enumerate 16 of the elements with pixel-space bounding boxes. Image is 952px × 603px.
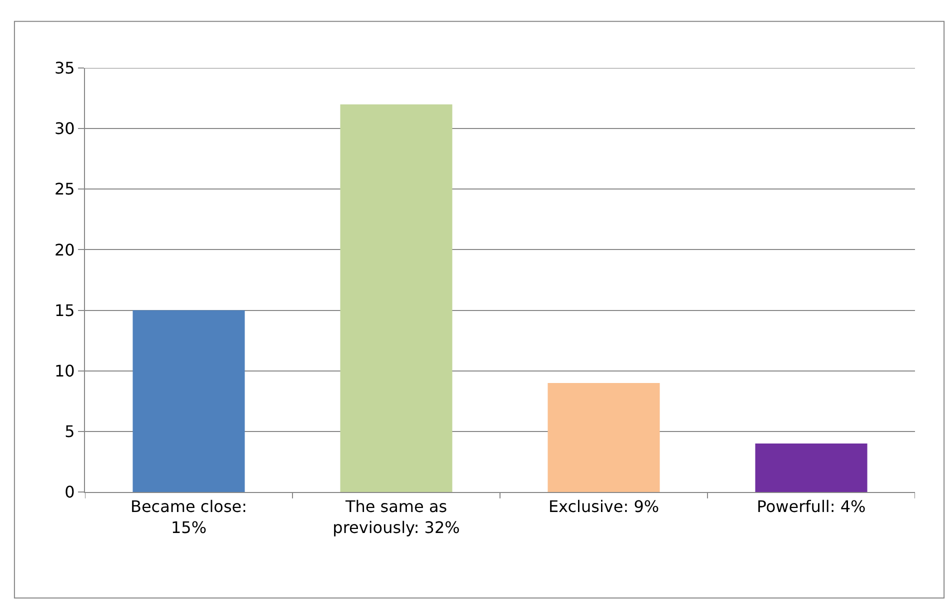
y-tick-label: 5 [64,422,75,442]
x-tick-label: Exclusive: 9% [548,497,660,516]
bar [132,310,245,492]
y-tick-label: 15 [54,300,75,320]
y-tick-label: 35 [54,58,75,78]
bar [340,104,452,492]
y-tick-label: 10 [54,361,75,380]
bar [548,382,660,492]
y-tick-label: 30 [54,119,75,138]
y-tick-label: 20 [54,240,75,260]
bar [755,444,868,492]
x-tick-label: Powerfull: 4% [756,497,866,516]
x-tick-label: Became close: 15% [130,497,248,537]
y-tick-label: 25 [54,180,75,199]
y-tick-label: 0 [64,482,75,502]
x-tick-label: The same as previously: 32% [332,497,460,537]
